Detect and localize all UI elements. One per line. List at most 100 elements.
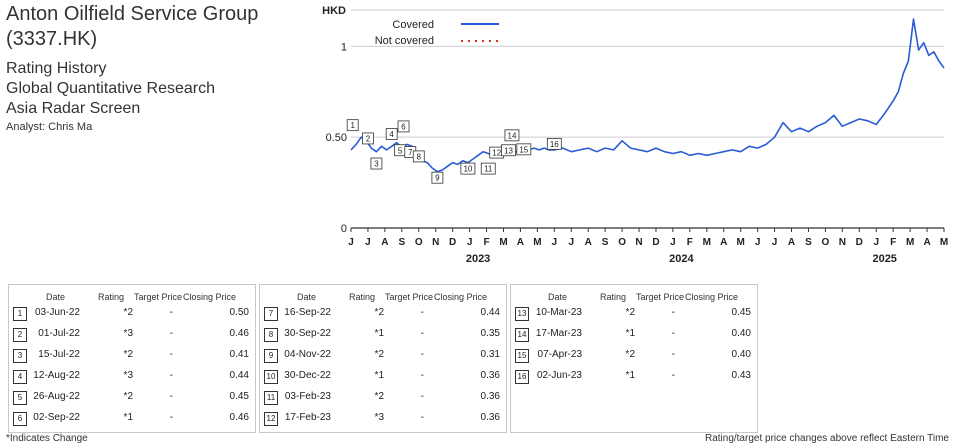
- rating-marker-label: 4: [389, 130, 394, 139]
- row-number: 3: [13, 349, 27, 363]
- row-rating: *2: [123, 349, 133, 360]
- rating-marker-label: 6: [401, 122, 406, 131]
- row-rating: *1: [123, 412, 133, 423]
- row-number: 2: [13, 328, 27, 342]
- y-tick-label: 0: [341, 223, 347, 235]
- row-rating: *2: [625, 349, 635, 360]
- row-closing-price: 0.45: [229, 391, 249, 402]
- rating-marker-box: [362, 132, 374, 145]
- footnote-change: *Indicates Change: [6, 433, 88, 444]
- row-closing-price: 0.41: [229, 349, 249, 360]
- row-target-price: -: [169, 307, 173, 318]
- row-number: 16: [515, 370, 529, 384]
- table-row: 7 16-Sep-22 *2 - 0.44: [260, 305, 506, 321]
- row-date: 02-Sep-22: [33, 412, 80, 423]
- row-target-price: -: [420, 370, 424, 381]
- x-tick-label: D: [449, 237, 456, 248]
- rating-marker-label: 7: [408, 148, 413, 157]
- header-block: Anton Oilfield Service Group (3337.HK) R…: [6, 2, 306, 135]
- x-tick-label: A: [788, 237, 795, 248]
- row-closing-price: 0.46: [229, 412, 249, 423]
- row-rating: *1: [374, 370, 384, 381]
- x-tick-label: J: [755, 237, 761, 248]
- header-rating: Rating: [98, 292, 125, 302]
- header-target-price: Target Price: [134, 292, 183, 302]
- row-target-price: -: [671, 307, 675, 318]
- row-number: 4: [13, 370, 27, 384]
- rating-marker-label: 1: [350, 121, 355, 130]
- row-target-price: -: [169, 328, 173, 339]
- x-tick-label: J: [568, 237, 574, 248]
- row-date: 07-Apr-23: [537, 349, 582, 360]
- header-rating: Rating: [349, 292, 376, 302]
- table-row: 13 10-Mar-23 *2 - 0.45: [511, 305, 757, 321]
- row-closing-price: 0.35: [480, 328, 500, 339]
- y-tick-label: 1: [341, 41, 347, 53]
- table-row: 12 17-Feb-23 *3 - 0.36: [260, 410, 506, 426]
- row-number: 13: [515, 307, 529, 321]
- rating-marker-label: 8: [417, 152, 422, 161]
- x-tick-label: J: [772, 237, 778, 248]
- company-name: Anton Oilfield Service Group: [6, 3, 259, 25]
- table-row: 8 30-Sep-22 *1 - 0.35: [260, 326, 506, 342]
- row-date: 02-Jun-23: [536, 370, 582, 381]
- row-date: 26-Aug-22: [33, 391, 80, 402]
- rating-table-1: Date Rating Target Price Closing Price 1 03-J…: [8, 284, 256, 433]
- x-tick-label: M: [499, 237, 507, 248]
- footnote-timezone: Rating/target price changes above reflec…: [704, 433, 949, 444]
- x-tick-label: M: [703, 237, 711, 248]
- table-row: 16 02-Jun-23 *1 - 0.43: [511, 368, 757, 384]
- row-number: 1: [13, 307, 27, 321]
- x-tick-label: J: [467, 237, 473, 248]
- row-number: 14: [515, 328, 529, 342]
- row-closing-price: 0.36: [480, 412, 500, 423]
- rating-marker-box: [516, 143, 532, 156]
- x-year-label: 2024: [669, 253, 694, 265]
- row-target-price: -: [671, 349, 675, 360]
- row-number: 8: [264, 328, 278, 342]
- row-date: 03-Jun-22: [34, 307, 80, 318]
- row-date: 03-Feb-23: [284, 391, 331, 402]
- row-number: 5: [13, 391, 27, 405]
- row-number: 12: [264, 412, 278, 426]
- x-year-label: 2025: [872, 253, 896, 265]
- rating-marker-box: [346, 119, 359, 132]
- y-axis-label: HKD: [322, 5, 346, 17]
- x-tick-label: A: [585, 237, 592, 248]
- rating-marker-label: 14: [508, 131, 517, 140]
- table-row: 14 17-Mar-23 *1 - 0.40: [511, 326, 757, 342]
- rating-marker-box: [480, 162, 496, 175]
- x-tick-label: N: [839, 237, 846, 248]
- rating-marker-label: 2: [366, 134, 371, 143]
- x-tick-label: D: [652, 237, 659, 248]
- row-number: 10: [264, 370, 278, 384]
- x-tick-label: S: [805, 237, 812, 248]
- header-closing-price: Closing Price: [685, 292, 739, 302]
- x-tick-label: N: [432, 237, 439, 248]
- rating-marker-box: [385, 128, 398, 140]
- x-tick-label: F: [483, 237, 489, 248]
- row-date: 12-Aug-22: [33, 370, 80, 381]
- row-rating: *1: [625, 328, 635, 339]
- rating-marker-box: [412, 150, 425, 163]
- row-date: 17-Mar-23: [535, 328, 582, 339]
- x-tick-label: M: [533, 237, 541, 248]
- report-group: Global Quantitative Research: [6, 80, 215, 97]
- row-number: 7: [264, 307, 278, 321]
- row-rating: *2: [123, 307, 133, 318]
- rating-marker-label: 9: [435, 174, 440, 183]
- x-tick-label: S: [398, 237, 405, 248]
- rating-marker-box: [501, 144, 516, 157]
- row-target-price: -: [420, 391, 424, 402]
- header-closing-price: Closing Price: [183, 292, 237, 302]
- row-closing-price: 0.44: [480, 307, 500, 318]
- table-row: 2 01-Jul-22 *3 - 0.46: [9, 326, 255, 342]
- legend-label-not-covered: Not covered: [375, 35, 434, 47]
- table-row: 1 03-Jun-22 *2 - 0.50: [9, 305, 255, 321]
- row-date: 17-Feb-23: [284, 412, 331, 423]
- header-rating: Rating: [600, 292, 627, 302]
- row-rating: *2: [123, 391, 133, 402]
- header-target-price: Target Price: [636, 292, 685, 302]
- x-tick-label: O: [822, 237, 830, 248]
